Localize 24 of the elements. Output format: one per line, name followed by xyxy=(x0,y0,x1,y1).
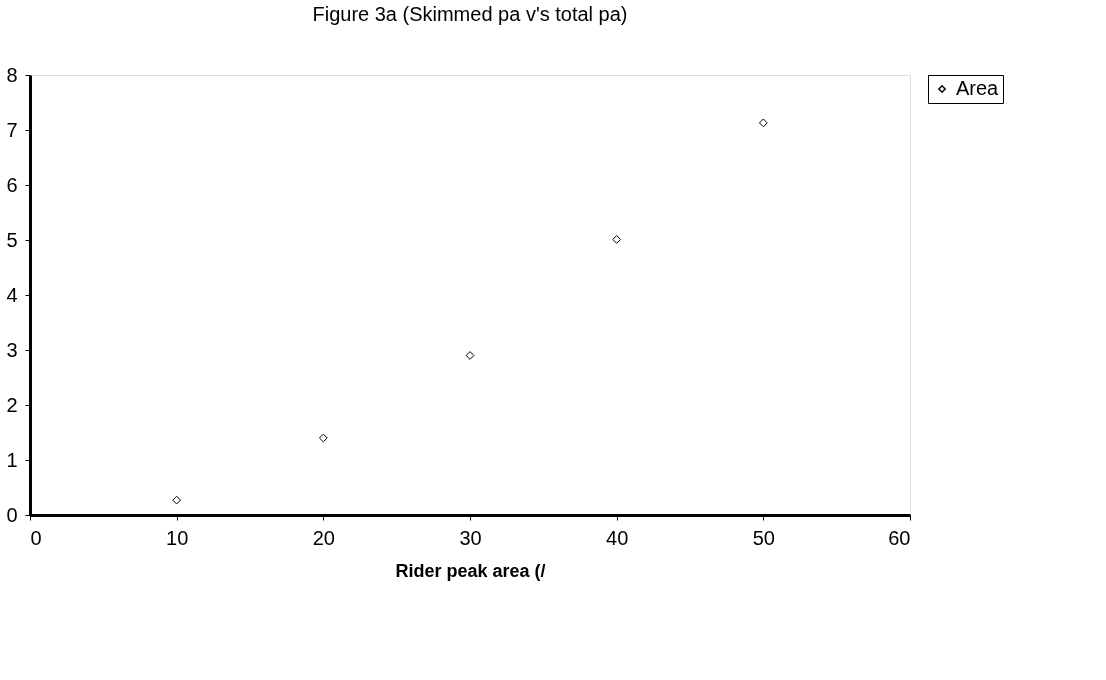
y-tick-label: 7 xyxy=(6,118,18,141)
point xyxy=(612,235,622,244)
x-axis-title: Rider peak area (/ xyxy=(395,560,546,581)
y-tick-label: 8 xyxy=(6,63,18,86)
chart-title: Figure 3a (Skimmed pa v's total pa) xyxy=(312,3,628,25)
x-tick-label: 40 xyxy=(606,526,629,549)
legend-label: Area xyxy=(956,77,1000,99)
y-tick-label: 3 xyxy=(6,338,18,361)
x-tick-label: 30 xyxy=(459,526,482,549)
y-tick-label: 0 xyxy=(6,503,18,526)
y-tick-label: 1 xyxy=(6,448,18,471)
y-tick-label: 4 xyxy=(6,283,18,306)
point xyxy=(758,118,768,128)
y-tick-label: 6 xyxy=(6,173,18,196)
y-tick-label: 5 xyxy=(6,228,18,251)
x-tick-label: 20 xyxy=(312,526,335,549)
point xyxy=(318,433,328,443)
x-tick-label: 50 xyxy=(752,526,775,549)
x-tick-label: 60 xyxy=(888,526,911,549)
x-tick-label: 10 xyxy=(166,526,189,549)
y-tick-label: 2 xyxy=(6,393,18,416)
point xyxy=(172,495,182,505)
x-tick-label: 0 xyxy=(30,526,42,549)
point xyxy=(465,351,475,360)
